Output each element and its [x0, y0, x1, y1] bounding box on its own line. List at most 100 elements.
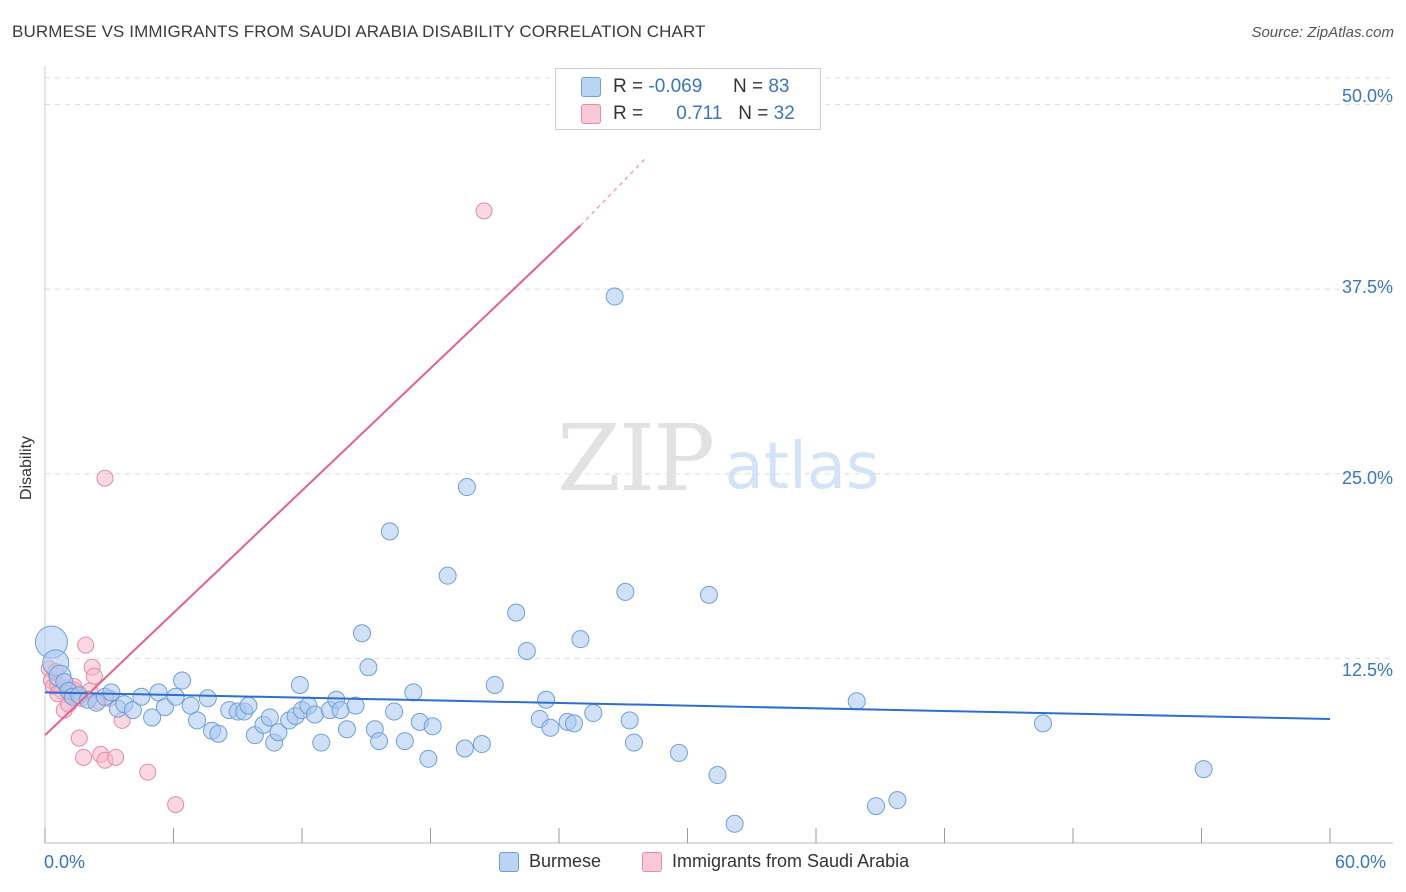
- legend-row-burmese: R = -0.069 N = 83: [581, 74, 789, 100]
- burmese-swatch: [581, 77, 601, 97]
- burmese-point: [395, 732, 414, 751]
- burmese-point: [188, 711, 207, 730]
- legend-item-saudi: Immigrants from Saudi Arabia: [642, 851, 909, 872]
- burmese-point: [564, 714, 583, 733]
- burmese-point: [260, 708, 279, 727]
- burmese-point: [541, 718, 560, 737]
- n-label: N =: [738, 103, 769, 124]
- burmese-point: [616, 582, 635, 601]
- saudi-point: [96, 469, 114, 487]
- burmese-point: [624, 733, 643, 752]
- burmese-points: [34, 287, 1213, 833]
- burmese-point: [166, 687, 185, 706]
- watermark: ZIP atlas: [557, 405, 879, 512]
- burmese-point: [385, 702, 404, 721]
- burmese-point: [312, 733, 331, 752]
- y-tick-12-5: 12.5%: [1341, 660, 1393, 680]
- n-value: 32: [773, 103, 795, 124]
- burmese-point: [708, 766, 727, 785]
- burmese-point: [305, 705, 324, 724]
- source-label: Source: ZipAtlas.com: [1251, 24, 1394, 41]
- burmese-point: [198, 689, 217, 708]
- burmese-point: [537, 690, 556, 709]
- burmese-point: [269, 723, 288, 742]
- burmese-point: [209, 724, 228, 743]
- burmese-point: [337, 720, 356, 739]
- trend-lines: [44, 158, 1331, 736]
- saudi-trend-line: [44, 224, 582, 736]
- x-tick-min: 0.0%: [44, 852, 86, 872]
- saudi-point: [75, 748, 93, 766]
- saudi-point: [85, 667, 103, 685]
- chart-title: BURMESE VS IMMIGRANTS FROM SAUDI ARABIA …: [12, 22, 706, 41]
- y-tick-50: 50.0%: [1341, 86, 1393, 106]
- saudi-point: [167, 796, 185, 814]
- burmese-point: [419, 749, 438, 768]
- burmese-point: [239, 696, 258, 715]
- burmese-point: [370, 732, 389, 751]
- burmese-point: [143, 708, 162, 727]
- burmese-trend-line: [44, 691, 1331, 720]
- burmese-point: [457, 478, 476, 497]
- r-label: R =: [613, 76, 644, 97]
- burmese-point: [1194, 760, 1213, 779]
- burmese-point: [359, 658, 378, 677]
- burmese-point: [346, 696, 365, 715]
- burmese-point: [571, 630, 590, 649]
- saudi-swatch: [581, 104, 601, 124]
- y-tick-37-5: 37.5%: [1341, 277, 1393, 297]
- r-value: -0.069: [648, 76, 703, 97]
- legend-row-saudi: R = 0.711 N = 32: [581, 101, 795, 127]
- burmese-point: [438, 566, 457, 585]
- burmese-point: [173, 671, 192, 690]
- burmese-point: [725, 814, 744, 833]
- burmese-point: [699, 585, 718, 604]
- burmese-point: [888, 791, 907, 810]
- r-value: 0.711: [676, 103, 723, 124]
- burmese-point: [1034, 714, 1053, 733]
- legend-item-burmese: Burmese: [499, 851, 601, 872]
- burmese-point: [331, 701, 350, 720]
- correlation-legend: R = -0.069 N = 83 R = 0.711 N = 32: [555, 68, 821, 130]
- burmese-point: [517, 642, 536, 660]
- saudi-trend-extension: [579, 158, 646, 227]
- burmese-point: [472, 735, 491, 754]
- burmese-point: [620, 711, 639, 730]
- burmese-point: [605, 287, 624, 306]
- burmese-point: [847, 692, 866, 711]
- burmese-point: [584, 704, 603, 723]
- burmese-point: [669, 743, 688, 762]
- burmese-point: [866, 797, 885, 816]
- burmese-point: [404, 683, 423, 702]
- saudi-point: [77, 636, 95, 654]
- watermark-atlas: atlas: [725, 430, 880, 504]
- r-label: R =: [613, 103, 644, 124]
- watermark-zip: ZIP: [557, 405, 713, 512]
- axes: [44, 66, 1393, 844]
- legend-label-burmese: Burmese: [529, 851, 602, 871]
- burmese-point: [380, 522, 399, 541]
- burmese-legend-swatch: [499, 851, 519, 872]
- x-tick-max: 60.0%: [1335, 852, 1387, 872]
- legend-label-saudi: Immigrants from Saudi Arabia: [672, 851, 910, 871]
- saudi-point: [139, 763, 157, 781]
- saudi-point: [70, 729, 88, 747]
- y-tick-25: 25.0%: [1341, 468, 1393, 488]
- burmese-point: [352, 624, 371, 643]
- series-legend: Burmese Immigrants from Saudi Arabia: [0, 851, 1406, 879]
- burmese-point: [123, 701, 142, 720]
- grid-lines: [45, 77, 1393, 659]
- burmese-point: [132, 687, 151, 706]
- burmese-point: [507, 603, 526, 622]
- burmese-point: [485, 675, 504, 694]
- saudi-point: [107, 748, 125, 766]
- n-label: N =: [732, 76, 764, 97]
- burmese-point: [455, 739, 474, 758]
- burmese-point: [423, 717, 442, 736]
- burmese-point: [102, 683, 121, 702]
- saudi-legend-swatch: [642, 851, 662, 872]
- burmese-point: [290, 675, 309, 694]
- saudi-point: [475, 202, 493, 220]
- n-value: 83: [768, 76, 790, 97]
